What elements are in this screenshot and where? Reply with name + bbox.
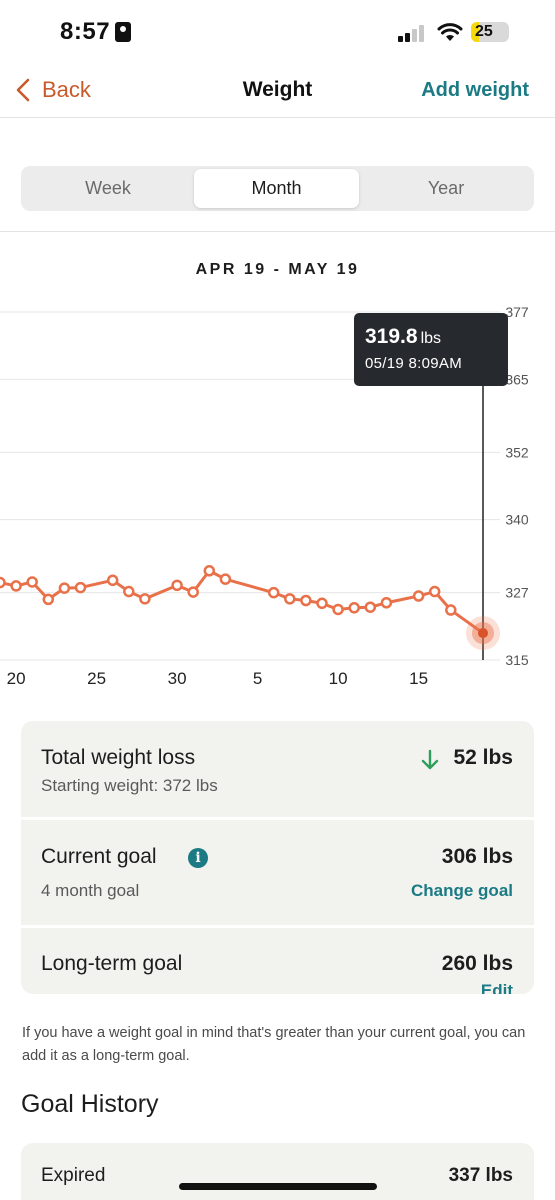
x-tick-label: 10	[329, 669, 348, 688]
cellular-signal-icon	[398, 24, 428, 42]
tab-week[interactable]: Week	[85, 178, 131, 198]
data-point	[203, 565, 216, 577]
weight-series-line	[0, 569, 484, 635]
tooltip-unit: lbs	[420, 330, 442, 347]
contact-card-icon	[115, 22, 131, 42]
data-point	[74, 581, 87, 594]
data-point	[380, 596, 393, 609]
arrow-down-icon	[421, 749, 439, 770]
status-bar: 8:57 25	[0, 0, 555, 60]
add-weight-button[interactable]: Add weight	[421, 79, 529, 101]
data-point	[187, 586, 199, 598]
data-point	[348, 602, 360, 614]
page-title: Weight	[242, 78, 313, 101]
current-goal-subtitle: 4 month goal	[41, 881, 140, 900]
x-tick-label: 20	[7, 669, 26, 688]
data-point	[445, 604, 457, 616]
data-point	[42, 593, 55, 606]
x-tick-label: 30	[168, 669, 187, 688]
long-term-goal-title: Long-term goal	[41, 952, 183, 975]
weight-line-chart[interactable]: 377 365 352 340 327 315 20 25 30 5 10 15	[0, 295, 555, 695]
data-point	[300, 594, 312, 607]
battery-icon: 25	[471, 22, 509, 42]
tab-year[interactable]: Year	[427, 178, 465, 198]
data-point	[58, 582, 71, 594]
goal-history-card[interactable]: Expired 337 lbs	[21, 1143, 534, 1200]
wifi-icon	[437, 23, 463, 41]
selected-data-point	[478, 628, 488, 639]
current-goal-row[interactable]: Current goal i 4 month goal 306 lbs Chan…	[21, 820, 534, 924]
date-range-label: APR 19 - MAY 19	[195, 261, 360, 278]
tooltip-value: 319.8	[365, 325, 418, 348]
x-tick-label: 15	[409, 669, 428, 688]
data-point	[316, 597, 328, 610]
data-point	[284, 593, 296, 605]
x-tick-label: 25	[87, 669, 106, 688]
data-point	[364, 601, 377, 613]
y-tick-label: 377	[505, 304, 529, 320]
data-point	[123, 585, 135, 598]
data-point	[0, 576, 6, 589]
data-point	[412, 590, 425, 602]
current-goal-value: 306 lbs	[441, 845, 513, 868]
divider	[21, 925, 534, 928]
data-point	[267, 586, 280, 599]
goal-history-title: Goal History	[21, 1090, 159, 1118]
weight-summary-card: Total weight loss Starting weight: 372 l…	[21, 721, 534, 994]
divider	[0, 231, 555, 232]
navigation-bar: Back Weight Add weight	[0, 60, 555, 118]
total-weight-loss-row: Total weight loss Starting weight: 372 l…	[21, 721, 534, 816]
edit-long-term-goal-link[interactable]: Edit	[480, 981, 513, 994]
y-tick-label: 340	[505, 512, 529, 528]
data-point	[26, 576, 38, 588]
data-point	[139, 593, 151, 605]
y-tick-label: 327	[505, 585, 529, 601]
long-term-goal-note: If you have a weight goal in mind that's…	[22, 1025, 526, 1064]
data-point	[332, 603, 344, 616]
chevron-left-icon	[16, 78, 30, 102]
change-goal-link[interactable]: Change goal	[410, 881, 513, 900]
x-tick-label: 5	[253, 669, 262, 688]
long-term-goal-row[interactable]: Long-term goal 260 lbs Edit	[21, 928, 534, 994]
y-tick-label: 365	[505, 371, 529, 387]
period-segmented-control: Week Month Year	[21, 166, 534, 211]
goal-history-value: 337 lbs	[448, 1165, 513, 1186]
current-goal-title: Current goal	[41, 845, 157, 868]
total-loss-value: 52 lbs	[453, 746, 513, 769]
y-tick-label: 315	[505, 652, 529, 668]
selected-point-tooltip: 319.8 lbs 05/19 8:09AM	[354, 313, 508, 386]
data-point	[106, 574, 119, 587]
info-icon[interactable]: i	[188, 848, 208, 868]
home-indicator	[179, 1183, 377, 1190]
battery-level: 25	[475, 23, 493, 40]
back-label: Back	[42, 77, 91, 102]
data-point	[171, 579, 183, 592]
starting-weight-label: Starting weight: 372 lbs	[41, 776, 218, 795]
status-time: 8:57	[60, 18, 111, 45]
tab-month[interactable]: Month	[194, 169, 359, 208]
data-point	[219, 573, 232, 585]
goal-history-status: Expired	[41, 1165, 106, 1186]
data-point	[428, 585, 441, 598]
tooltip-datetime: 05/19 8:09AM	[365, 355, 462, 372]
total-loss-title: Total weight loss	[41, 746, 196, 769]
long-term-goal-value: 260 lbs	[441, 952, 513, 975]
back-button[interactable]: Back	[16, 77, 91, 103]
data-point	[10, 580, 22, 592]
y-tick-label: 352	[505, 444, 529, 460]
divider	[21, 817, 534, 820]
